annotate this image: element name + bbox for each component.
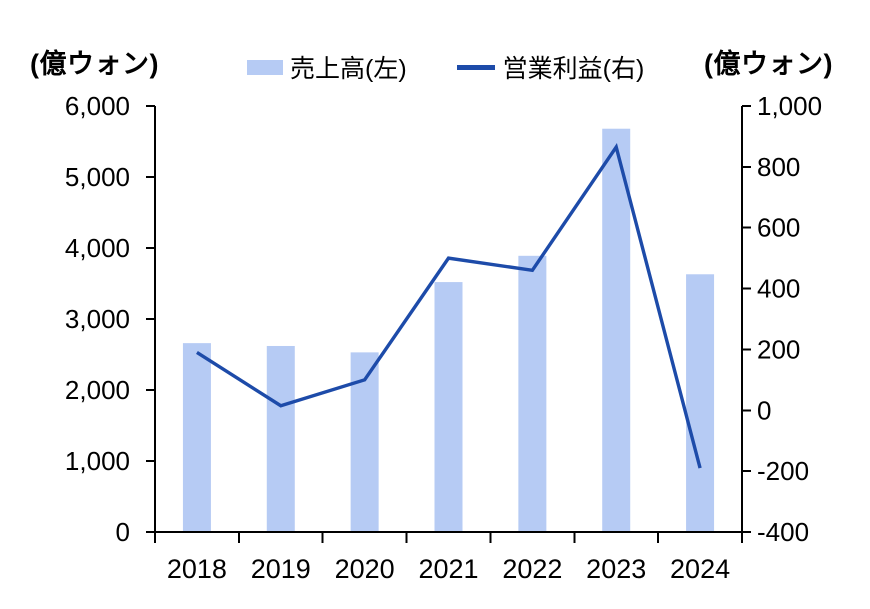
right-axis-tick-label: 0 <box>757 395 771 425</box>
bar-2021 <box>434 282 463 532</box>
revenue-legend-label: 売上高(左) <box>290 55 407 83</box>
bar-2022 <box>518 255 547 532</box>
right-axis-tick-label: -400 <box>757 517 809 547</box>
left-axis-tick-label: 6,000 <box>65 91 130 121</box>
x-axis-label-2023: 2023 <box>586 554 646 584</box>
x-axis-label-2024: 2024 <box>670 554 730 584</box>
bar-2018 <box>182 343 211 532</box>
right-axis-tick-label: 400 <box>757 274 800 304</box>
x-axis-label-2022: 2022 <box>502 554 562 584</box>
left-axis-tick-label: 4,000 <box>65 233 130 263</box>
operating-profit-legend-swatch <box>456 64 495 70</box>
operating-profit-line <box>196 143 702 469</box>
operating-profit-legend-label: 営業利益(右) <box>502 55 645 83</box>
revenue-legend-swatch <box>247 59 283 75</box>
legend: 売上高(左) 営業利益(右) <box>247 52 645 83</box>
left-axis-tick-label: 3,000 <box>65 304 130 334</box>
bar-2023 <box>602 128 631 532</box>
left-axis-tick-label: 5,000 <box>65 162 130 192</box>
x-axis-label-2018: 2018 <box>167 554 227 584</box>
right-axis-tick-label: 200 <box>757 334 800 364</box>
left-axis-tick-label: 0 <box>116 517 130 547</box>
right-axis-tick-label: -200 <box>757 456 809 486</box>
left-axis-unit-label: (億ウォン) <box>30 49 159 79</box>
x-axis-label-2021: 2021 <box>418 554 478 584</box>
right-axis-tick-label: 800 <box>757 152 800 182</box>
right-axis-tick-label: 600 <box>757 213 800 243</box>
left-axis-tick-label: 2,000 <box>65 375 130 405</box>
left-axis-tick-label: 1,000 <box>65 446 130 476</box>
x-axis-label-2019: 2019 <box>251 554 311 584</box>
x-axis-label-2020: 2020 <box>335 554 395 584</box>
right-axis-tick-label: 1,000 <box>757 91 822 121</box>
bar-2019 <box>266 345 295 532</box>
right-axis-unit-label: (億ウォン) <box>704 49 833 79</box>
bar-2024 <box>686 274 715 532</box>
